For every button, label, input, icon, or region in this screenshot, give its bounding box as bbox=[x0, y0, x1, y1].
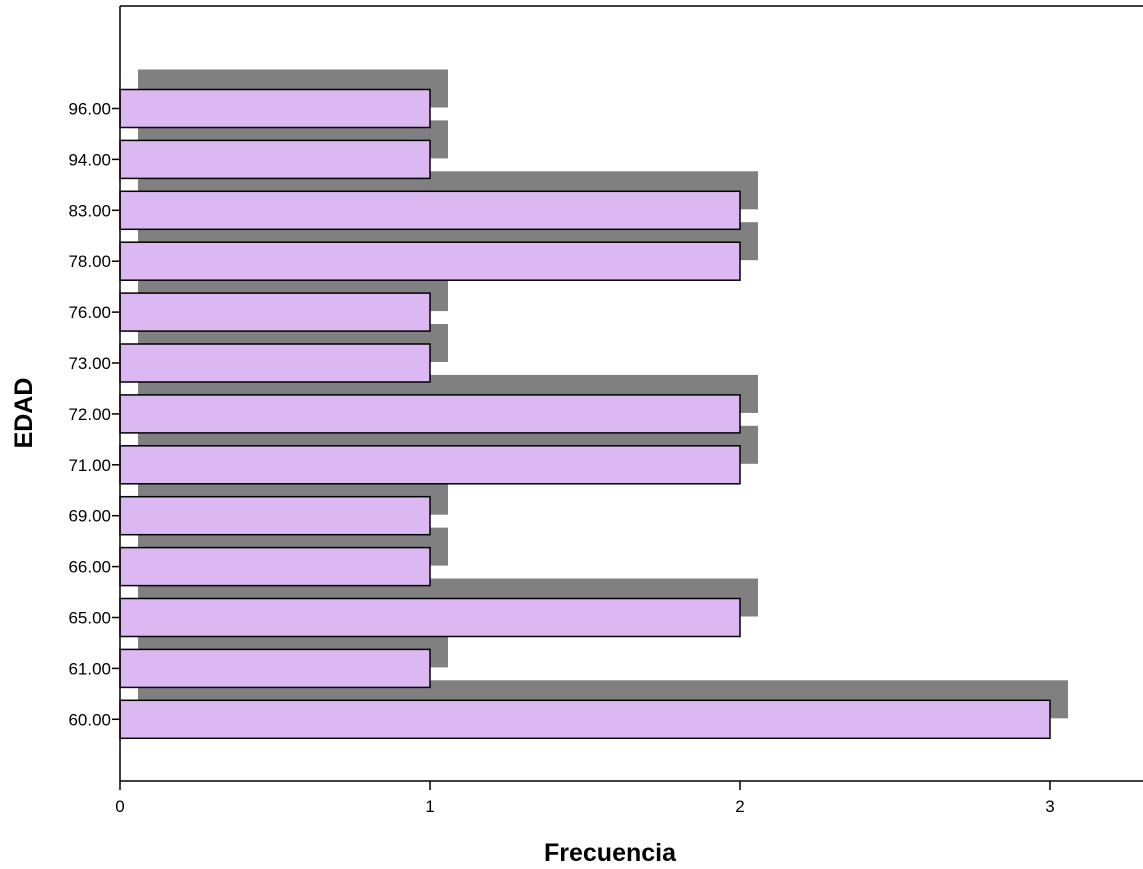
bar bbox=[119, 292, 431, 332]
x-tick-label: 1 bbox=[425, 797, 434, 816]
x-tick-label: 2 bbox=[735, 797, 744, 816]
bar bbox=[119, 343, 431, 383]
bar bbox=[119, 546, 431, 587]
y-tick-label: 76.00 bbox=[68, 303, 111, 322]
y-tick-label: 66.00 bbox=[68, 558, 111, 577]
bar bbox=[119, 495, 431, 536]
bar bbox=[119, 699, 1051, 740]
x-tick-labels: 0 1 2 3 bbox=[115, 797, 1054, 816]
y-tick-label: 73.00 bbox=[68, 354, 111, 373]
x-tick-label: 3 bbox=[1045, 797, 1054, 816]
y-tick-label: 71.00 bbox=[68, 456, 111, 475]
bar bbox=[119, 88, 431, 129]
bar bbox=[119, 190, 741, 231]
bar bbox=[119, 445, 741, 485]
y-tick-label: 60.00 bbox=[68, 710, 111, 729]
y-tick-label: 83.00 bbox=[68, 201, 111, 220]
bar bbox=[119, 648, 431, 689]
y-tick-label: 72.00 bbox=[68, 405, 111, 424]
bar bbox=[119, 139, 431, 180]
bars bbox=[119, 88, 1051, 740]
y-tick-label: 61.00 bbox=[68, 659, 111, 678]
y-tick-label: 78.00 bbox=[68, 252, 111, 271]
y-tick-label: 94.00 bbox=[68, 150, 111, 169]
bar bbox=[119, 597, 741, 638]
bar bbox=[119, 241, 741, 281]
y-tick-label: 96.00 bbox=[68, 100, 111, 119]
x-axis-title: Frecuencia bbox=[544, 839, 677, 867]
axes bbox=[112, 5, 1143, 790]
y-tick-label: 65.00 bbox=[68, 609, 111, 628]
y-axis-title: EDAD bbox=[10, 378, 38, 449]
y-tick-labels: 96.00 94.00 83.00 78.00 76.00 73.00 72.00 71.00… bbox=[68, 100, 111, 730]
bar bbox=[119, 394, 741, 434]
y-tick-label: 69.00 bbox=[68, 507, 111, 526]
x-tick-label: 0 bbox=[115, 797, 124, 816]
